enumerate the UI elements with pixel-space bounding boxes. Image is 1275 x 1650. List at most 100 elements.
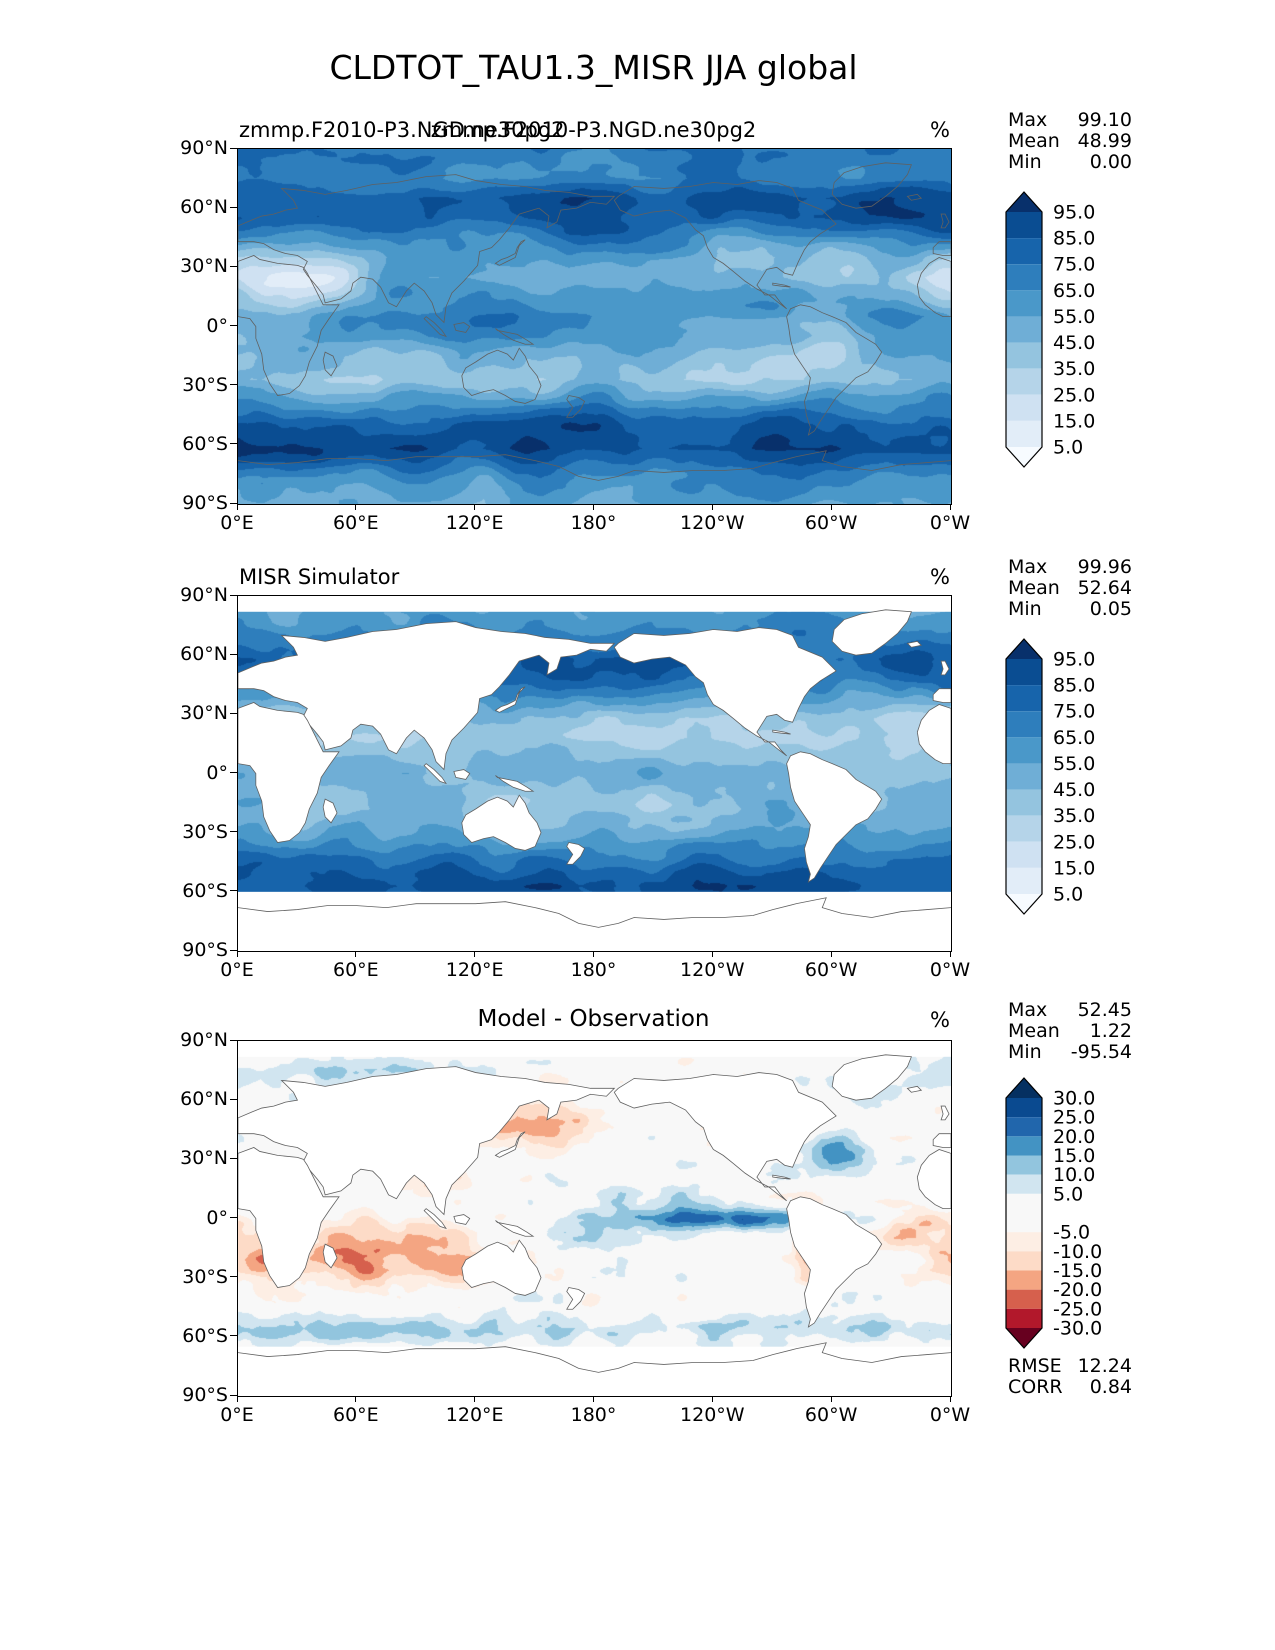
no-data-mask bbox=[238, 596, 951, 612]
y-tick-label: 30°S bbox=[182, 820, 228, 843]
panel-header-model: zmmp.F2010-P3.NGD.ne30pg2 zmmp.F2010-P3.… bbox=[237, 112, 950, 142]
x-tick-label: 60°E bbox=[332, 1404, 379, 1426]
coastline-path bbox=[614, 1073, 836, 1201]
x-tick-label: 0°W bbox=[929, 512, 971, 534]
coastline-path bbox=[323, 799, 337, 823]
colorbar-tick-label: 25.0 bbox=[1053, 831, 1095, 853]
x-tick-label: 180° bbox=[570, 1404, 617, 1426]
coastline-path bbox=[933, 1134, 951, 1148]
stat-value: 0.00 bbox=[1089, 151, 1132, 173]
coastline-path bbox=[238, 1067, 614, 1215]
colorbar-outline bbox=[1005, 191, 1043, 468]
panel-title-left: MISR Simulator bbox=[239, 565, 400, 589]
colorbar-segment bbox=[1006, 192, 1042, 212]
coastline-path bbox=[495, 1220, 533, 1236]
x-tick-mark bbox=[711, 1396, 713, 1402]
colorbar-segment bbox=[1006, 841, 1042, 868]
coastline-path bbox=[907, 194, 921, 200]
colorbar-segment bbox=[1006, 1078, 1042, 1098]
y-tick-label: 60°S bbox=[182, 1324, 228, 1347]
map-field-canvas bbox=[238, 149, 951, 504]
colorbar-tick-label: 15.0 bbox=[1053, 410, 1095, 432]
coastline-path bbox=[832, 610, 911, 655]
coastline-path bbox=[567, 843, 585, 865]
colorbar-tick-label: 75.0 bbox=[1053, 701, 1095, 723]
x-tick-mark bbox=[236, 951, 238, 957]
x-tick-mark bbox=[236, 504, 238, 510]
colorbar-segment bbox=[1006, 1328, 1042, 1348]
stat-label: Min bbox=[1008, 151, 1042, 173]
colorbar-tick-label: 10.0 bbox=[1053, 1164, 1095, 1186]
coastline-path bbox=[238, 175, 614, 323]
panel-header-observation: MISR Simulator % bbox=[237, 559, 950, 589]
colorbar-segment bbox=[1006, 1174, 1042, 1194]
colorbar-segment bbox=[1006, 789, 1042, 816]
colorbar-tick-label: 95.0 bbox=[1053, 202, 1095, 224]
coastline-path bbox=[941, 661, 949, 675]
coastline-path bbox=[424, 317, 446, 337]
x-tick-mark bbox=[474, 951, 476, 957]
colorbar-tick-label: 95.0 bbox=[1053, 649, 1095, 671]
colorbar-tick-label: 55.0 bbox=[1053, 753, 1095, 775]
stats-observation: Max 99.96 Mean 52.64 Min 0.05 bbox=[1008, 557, 1132, 620]
stat-row: Max 99.96 bbox=[1008, 557, 1132, 578]
coastline-path bbox=[787, 752, 882, 882]
x-tick-mark bbox=[355, 951, 357, 957]
coastline-path bbox=[323, 1244, 337, 1268]
y-tick-label: 30°S bbox=[182, 373, 228, 396]
coastline-path bbox=[454, 1215, 470, 1225]
summary-stats: RMSE 12.24 CORR 0.84 bbox=[1008, 1356, 1132, 1398]
x-tick-label: 0°E bbox=[220, 512, 254, 534]
x-tick-mark bbox=[236, 1396, 238, 1402]
colorbar-tick-label: 35.0 bbox=[1053, 805, 1095, 827]
y-tick-label: 0° bbox=[206, 314, 228, 337]
colorbar-segment bbox=[1006, 685, 1042, 712]
x-tick-label: 120°W bbox=[680, 959, 745, 981]
coastline-path bbox=[614, 181, 836, 309]
coastline-path bbox=[917, 257, 951, 316]
coastline-path bbox=[832, 163, 911, 208]
y-tick-label: 30°N bbox=[180, 255, 228, 278]
y-tick-label: 60°S bbox=[182, 879, 228, 902]
panel-title-left: zmmp.F2010-P3.NGD.ne30pg2 bbox=[239, 118, 565, 142]
coastline-path bbox=[787, 1197, 882, 1327]
colorbar-segment bbox=[1006, 763, 1042, 790]
coastline-path bbox=[454, 770, 470, 780]
y-tick-label: 0° bbox=[206, 1206, 228, 1229]
y-tick-mark bbox=[230, 712, 237, 714]
colorbar-observation: 95.0 85.0 75.0 65.0 55.0 45.0 35.0 25.0 15.0 5.0 bbox=[1005, 638, 1095, 915]
stats-difference: Max 52.45 Mean 1.22 Min -95.54 bbox=[1008, 1000, 1132, 1063]
colorbar-tick-label: 20.0 bbox=[1053, 1126, 1095, 1148]
y-tick-mark bbox=[230, 594, 237, 596]
coastline-path bbox=[238, 703, 339, 843]
stat-label: Max bbox=[1008, 556, 1048, 578]
coastline-path bbox=[495, 775, 533, 791]
coastline-overlay bbox=[238, 149, 951, 504]
stat-value: -95.54 bbox=[1070, 1041, 1132, 1063]
colorbar-outline bbox=[1005, 638, 1043, 915]
stat-row: Max 52.45 bbox=[1008, 1000, 1132, 1021]
y-tick-label: 30°N bbox=[180, 1147, 228, 1170]
colorbar-segment bbox=[1006, 342, 1042, 369]
y-tick-label: 90°N bbox=[180, 137, 228, 159]
stat-label: RMSE bbox=[1008, 1355, 1062, 1377]
colorbar-segment bbox=[1006, 1193, 1042, 1233]
colorbar-tick-label: 30.0 bbox=[1053, 1088, 1095, 1110]
coastline-path bbox=[424, 1209, 446, 1229]
panel-title-overlay: zmmp.F2010-P3.NGD.ne30pg2 bbox=[430, 118, 757, 142]
coastline-path bbox=[495, 328, 533, 344]
y-tick-label: 60°S bbox=[182, 432, 228, 455]
colorbar-tick-label: 65.0 bbox=[1053, 280, 1095, 302]
coastline-path bbox=[454, 323, 470, 333]
x-tick-label: 180° bbox=[570, 512, 617, 534]
stat-label: Max bbox=[1008, 109, 1048, 131]
y-tick-label: 90°S bbox=[182, 939, 228, 961]
stat-row: Min 0.00 bbox=[1008, 152, 1132, 173]
y-tick-mark bbox=[230, 772, 237, 773]
y-tick-mark bbox=[230, 325, 237, 326]
x-tick-mark bbox=[593, 1396, 594, 1402]
colorbar-model: 95.0 85.0 75.0 65.0 55.0 45.0 35.0 25.0 15.0 5.0 bbox=[1005, 191, 1095, 468]
stat-label: Min bbox=[1008, 1041, 1042, 1063]
coastline-path bbox=[773, 730, 791, 734]
coastline-path bbox=[462, 1240, 541, 1295]
